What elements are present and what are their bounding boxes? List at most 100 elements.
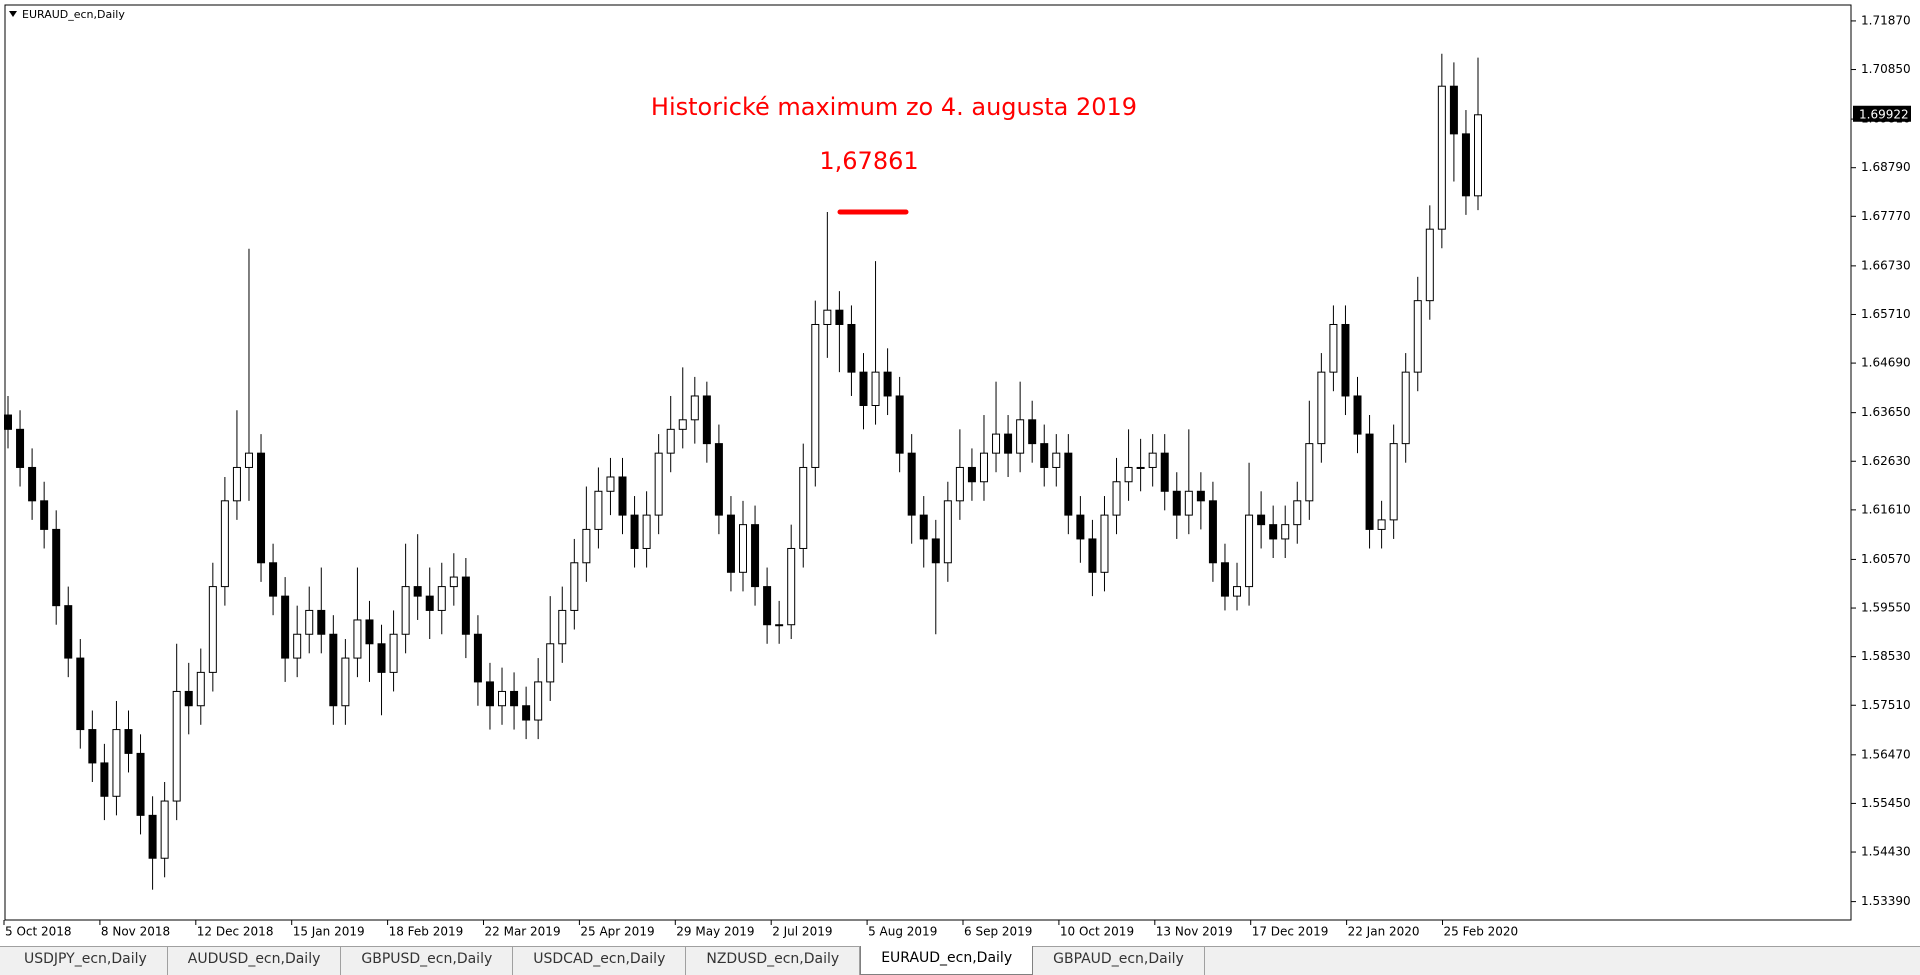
y-tick-label: 1.66730 [1861,258,1911,272]
candle-body [100,762,109,797]
candle-body [160,800,169,859]
candle-body [823,309,832,325]
candle-body [1052,452,1061,468]
candle-body [582,528,591,564]
candle-body [1220,562,1229,597]
candle-body [1413,300,1422,373]
candle-body [919,514,928,540]
candle-body [1377,519,1386,530]
chart-tab[interactable]: GBPUSD_ecn,Daily [341,947,514,975]
candle-body [16,428,25,468]
candle-body [341,657,350,707]
candle-body [1184,490,1193,516]
candle-body [498,690,507,707]
candle-body [329,633,338,707]
candle-body [28,466,37,502]
candle-body [1329,323,1338,373]
candle-body [799,466,808,549]
candle-body [1257,514,1266,526]
candle-body [317,609,326,635]
chart: EURAUD_ecn,Daily 1.53390 1.54430 1.55450 1.… [3,4,1911,939]
candle-body [1461,133,1470,197]
chart-tab[interactable]: NZDUSD_ecn,Daily [686,947,861,975]
candle-body [232,466,241,502]
x-tick-label: 25 Feb 2020 [1444,925,1519,939]
candle-body [992,433,1001,454]
candle-body [630,514,639,549]
candle-body [666,428,675,454]
y-tick-label: 1.57510 [1861,698,1911,712]
chart-tab[interactable]: EURAUD_ecn,Daily [860,946,1034,975]
candle-body [558,609,567,645]
candle-body [473,633,482,683]
candle-body [1245,514,1254,588]
candle-body [449,576,458,588]
x-tick-label: 2 Jul 2019 [772,925,832,939]
candle-body [811,323,820,468]
candle-body [1100,514,1109,573]
candle-body [871,371,880,407]
candle-body [751,524,760,588]
candle-body [377,643,386,673]
candle-body [1112,481,1121,516]
chart-tab[interactable]: AUDUSD_ecn,Daily [168,947,342,975]
y-tick-label: 1.59550 [1861,601,1911,615]
candle-body [859,371,868,407]
current-price-box [1853,105,1911,122]
candle-body [979,452,988,483]
tab-bar: USDJPY_ecn,Daily AUDUSD_ecn,Daily GBPUSD_e… [0,946,1920,975]
candle-body [413,586,422,597]
candle-body [943,500,952,564]
x-tick-label: 12 Dec 2018 [197,925,274,939]
candle-body [281,595,290,659]
annotation-text: Historické maximum zo 4. augusta 2019 [651,93,1137,121]
candle-body [775,624,784,627]
candle-body [389,633,398,673]
x-tick-label: 10 Oct 2019 [1060,925,1134,939]
candle-body [88,729,97,764]
x-tick-label: 5 Aug 2019 [868,925,937,939]
candle-body [534,681,543,721]
candle-body [1425,228,1434,302]
x-tick-label: 29 May 2019 [676,925,754,939]
candle-body [76,657,85,731]
current-price-label: 1.69922 [1859,107,1909,121]
x-tick-label: 15 Jan 2019 [293,925,365,939]
x-tick-label: 22 Jan 2020 [1348,925,1420,939]
chart-tab[interactable]: GBPAUD_ecn,Daily [1033,947,1205,975]
candle-body [196,671,205,707]
candle-body [1293,500,1302,526]
candle-body [690,395,699,421]
y-tick-label: 1.60570 [1861,552,1911,566]
candle-body [1233,586,1242,597]
candle-body [522,705,531,721]
y-tick-label: 1.62630 [1861,454,1911,468]
y-tick-label: 1.63650 [1861,405,1911,419]
candle-body [1281,524,1290,540]
candle-body [136,752,145,816]
candle-body [1124,466,1133,483]
x-tick-label: 22 Mar 2019 [485,925,561,939]
candle-body [895,395,904,454]
candle-body [365,619,374,645]
y-tick-label: 1.54430 [1861,845,1911,859]
collapse-arrow[interactable] [9,11,17,17]
y-tick-label: 1.55450 [1861,796,1911,810]
y-tick-label: 1.71870 [1861,13,1911,27]
candle-body [967,466,976,483]
candle-body [425,595,434,611]
candle-body [461,576,470,635]
candle-body [1136,466,1145,469]
y-tick-label: 1.53390 [1861,894,1911,908]
candle-body [124,729,133,754]
x-tick-label: 17 Dec 2019 [1252,925,1329,939]
candle-body [606,476,615,492]
candle-body [546,643,555,683]
x-tick-label: 8 Nov 2018 [101,925,170,939]
chart-tab[interactable]: USDJPY_ecn,Daily [4,947,168,975]
chart-tab[interactable]: USDCAD_ecn,Daily [513,947,687,975]
candle-body [907,452,916,516]
candle-body [847,323,856,373]
candle-body [305,609,314,635]
